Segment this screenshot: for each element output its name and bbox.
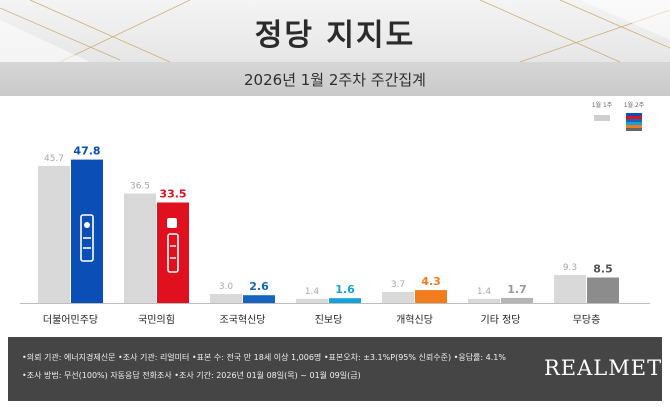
bar-cur bbox=[243, 295, 275, 303]
value-label-prev: 1.4 bbox=[477, 287, 492, 297]
value-label-cur: 33.5 bbox=[159, 188, 186, 201]
legend-swatch-stripe bbox=[626, 122, 642, 125]
footer-line-2: •조사 방법: 무선(100%) 자동응답 전화조사 •조사 기간: 2026년… bbox=[22, 371, 361, 380]
bar-cur bbox=[415, 290, 447, 303]
bar-prev bbox=[382, 291, 414, 303]
bar-cur bbox=[71, 159, 103, 303]
legend-swatch-stripe bbox=[626, 125, 642, 128]
bar-prev bbox=[468, 298, 500, 303]
bar-cur bbox=[157, 202, 189, 303]
value-label-cur: 1.7 bbox=[507, 283, 527, 296]
value-label-cur: 2.6 bbox=[249, 280, 269, 293]
category-label: 더불어민주당 bbox=[43, 314, 98, 326]
legend-label-prev: 1월 1주 bbox=[591, 102, 613, 109]
bar-cur bbox=[587, 277, 619, 303]
party-logo-ppp bbox=[167, 218, 179, 273]
logo-shape bbox=[167, 233, 179, 273]
legend-item-prev: 1월 1주 bbox=[588, 100, 616, 121]
legend-swatch-cur bbox=[626, 113, 642, 131]
legend-swatch-stripe bbox=[626, 116, 642, 119]
bar-prev bbox=[124, 193, 156, 303]
page-subtitle: 2026년 1월 2주차 주간집계 bbox=[244, 71, 426, 89]
legend: 1월 1주 1월 2주 bbox=[588, 100, 658, 140]
legend-item-cur: 1월 2주 bbox=[620, 100, 648, 131]
value-label-prev: 3.7 bbox=[391, 280, 405, 290]
footer: •의뢰 기관: 에너지경제신문 •조사 기관: 리얼미터 •표본 수: 전국 만… bbox=[8, 337, 670, 401]
logo-shape bbox=[167, 218, 177, 228]
subtitle-bar: 2026년 1월 2주차 주간집계 bbox=[0, 62, 670, 96]
category-label: 진보당 bbox=[315, 314, 343, 326]
bar-cur bbox=[501, 297, 533, 303]
legend-swatch-stripe bbox=[626, 113, 642, 116]
page-title: 정당 지지도 bbox=[254, 18, 416, 53]
legend-swatch-prev bbox=[594, 115, 610, 121]
value-label-prev: 9.3 bbox=[563, 263, 577, 273]
bar-prev bbox=[210, 294, 242, 303]
value-label-prev: 3.0 bbox=[219, 282, 234, 292]
header-banner: 정당 지지도 bbox=[0, 0, 670, 62]
value-label-prev: 36.5 bbox=[130, 182, 150, 192]
logo-shape bbox=[80, 214, 94, 262]
category-label: 무당층 bbox=[573, 314, 601, 326]
category-label: 개혁신당 bbox=[396, 314, 433, 326]
value-label-cur: 4.3 bbox=[421, 275, 441, 288]
legend-swatch-stripe bbox=[626, 119, 642, 122]
bar-prev bbox=[296, 298, 328, 303]
bar-chart: 45.7 47.8 더불어민주당 36.5 33.5 국민의힘 3.0 2.6 조국혁신당 1.4… bbox=[20, 145, 650, 326]
value-label-cur: 8.5 bbox=[593, 263, 613, 276]
bar-prev bbox=[38, 165, 70, 303]
logo-shape bbox=[84, 222, 90, 228]
bar-prev bbox=[554, 275, 586, 303]
brand-logo: REALMETER bbox=[544, 356, 670, 380]
party-logo-democratic bbox=[80, 214, 94, 262]
header-decoration bbox=[0, 0, 670, 62]
value-label-prev: 1.4 bbox=[305, 287, 320, 297]
legend-label-cur: 1월 2주 bbox=[623, 102, 645, 109]
value-label-cur: 1.6 bbox=[335, 283, 355, 296]
legend-swatch-stripe bbox=[626, 128, 642, 131]
footer-line-1: •의뢰 기관: 에너지경제신문 •조사 기관: 리얼미터 •표본 수: 전국 만… bbox=[22, 353, 506, 362]
bar-cur bbox=[329, 298, 361, 303]
category-label: 조국혁신당 bbox=[220, 314, 266, 326]
value-label-prev: 45.7 bbox=[44, 154, 64, 164]
category-label: 기타 정당 bbox=[481, 314, 521, 326]
value-label-cur: 47.8 bbox=[73, 145, 100, 158]
category-label: 국민의힘 bbox=[138, 314, 175, 326]
